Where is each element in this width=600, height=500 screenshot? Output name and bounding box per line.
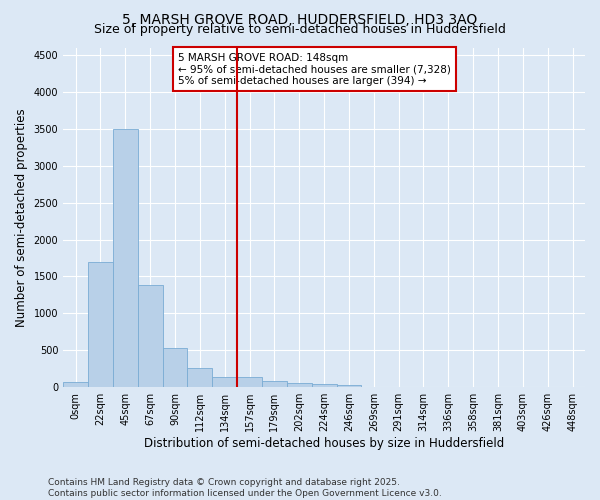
Bar xyxy=(138,286,163,387)
Bar xyxy=(187,368,212,387)
Bar xyxy=(287,383,311,387)
X-axis label: Distribution of semi-detached houses by size in Huddersfield: Distribution of semi-detached houses by … xyxy=(144,437,504,450)
Bar xyxy=(212,377,237,387)
Bar xyxy=(311,384,337,387)
Text: Size of property relative to semi-detached houses in Huddersfield: Size of property relative to semi-detach… xyxy=(94,22,506,36)
Bar xyxy=(337,386,361,387)
Bar xyxy=(113,128,138,387)
Bar xyxy=(88,262,113,387)
Bar xyxy=(237,377,262,387)
Bar xyxy=(63,382,88,387)
Bar xyxy=(262,380,287,387)
Text: 5 MARSH GROVE ROAD: 148sqm
← 95% of semi-detached houses are smaller (7,328)
5% : 5 MARSH GROVE ROAD: 148sqm ← 95% of semi… xyxy=(178,52,451,86)
Bar xyxy=(163,348,187,387)
Text: 5, MARSH GROVE ROAD, HUDDERSFIELD, HD3 3AQ: 5, MARSH GROVE ROAD, HUDDERSFIELD, HD3 3… xyxy=(122,12,478,26)
Y-axis label: Number of semi-detached properties: Number of semi-detached properties xyxy=(15,108,28,326)
Text: Contains HM Land Registry data © Crown copyright and database right 2025.
Contai: Contains HM Land Registry data © Crown c… xyxy=(48,478,442,498)
